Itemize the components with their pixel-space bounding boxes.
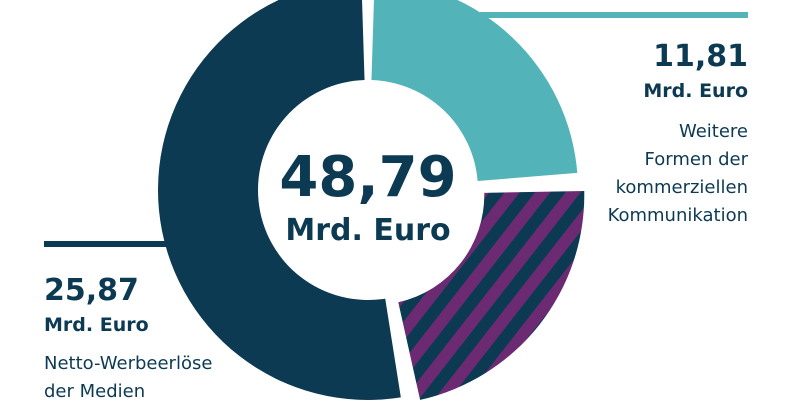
slice-label-line: der Medien — [44, 381, 145, 402]
slice-label-line: Kommunikation — [608, 205, 748, 226]
slice-label-weitere: Weitere Formen der kommerziellen Kommunikat… — [608, 121, 749, 226]
slice-label-line: kommerziellen — [616, 177, 748, 198]
donut-slice-0 — [371, 0, 578, 182]
total-unit: Mrd. Euro — [285, 213, 450, 248]
slice-unit-weitere: Mrd. Euro — [643, 80, 748, 102]
slice-value-netto: 25,87 — [44, 273, 139, 308]
slice-label-line: Formen der — [645, 149, 749, 170]
slice-label-netto: Netto-Werbeerlöse der Medien — [44, 353, 212, 402]
total-value: 48,79 — [279, 145, 456, 210]
slice-label-line: Netto-Werbeerlöse — [44, 353, 212, 374]
donut-slices — [158, 0, 585, 400]
donut-slice-1 — [398, 190, 585, 400]
slice-unit-netto: Mrd. Euro — [44, 314, 149, 336]
slice-label-line: Weitere — [679, 121, 748, 142]
donut-slice-2 — [158, 0, 401, 400]
slice-value-weitere: 11,81 — [653, 39, 748, 74]
